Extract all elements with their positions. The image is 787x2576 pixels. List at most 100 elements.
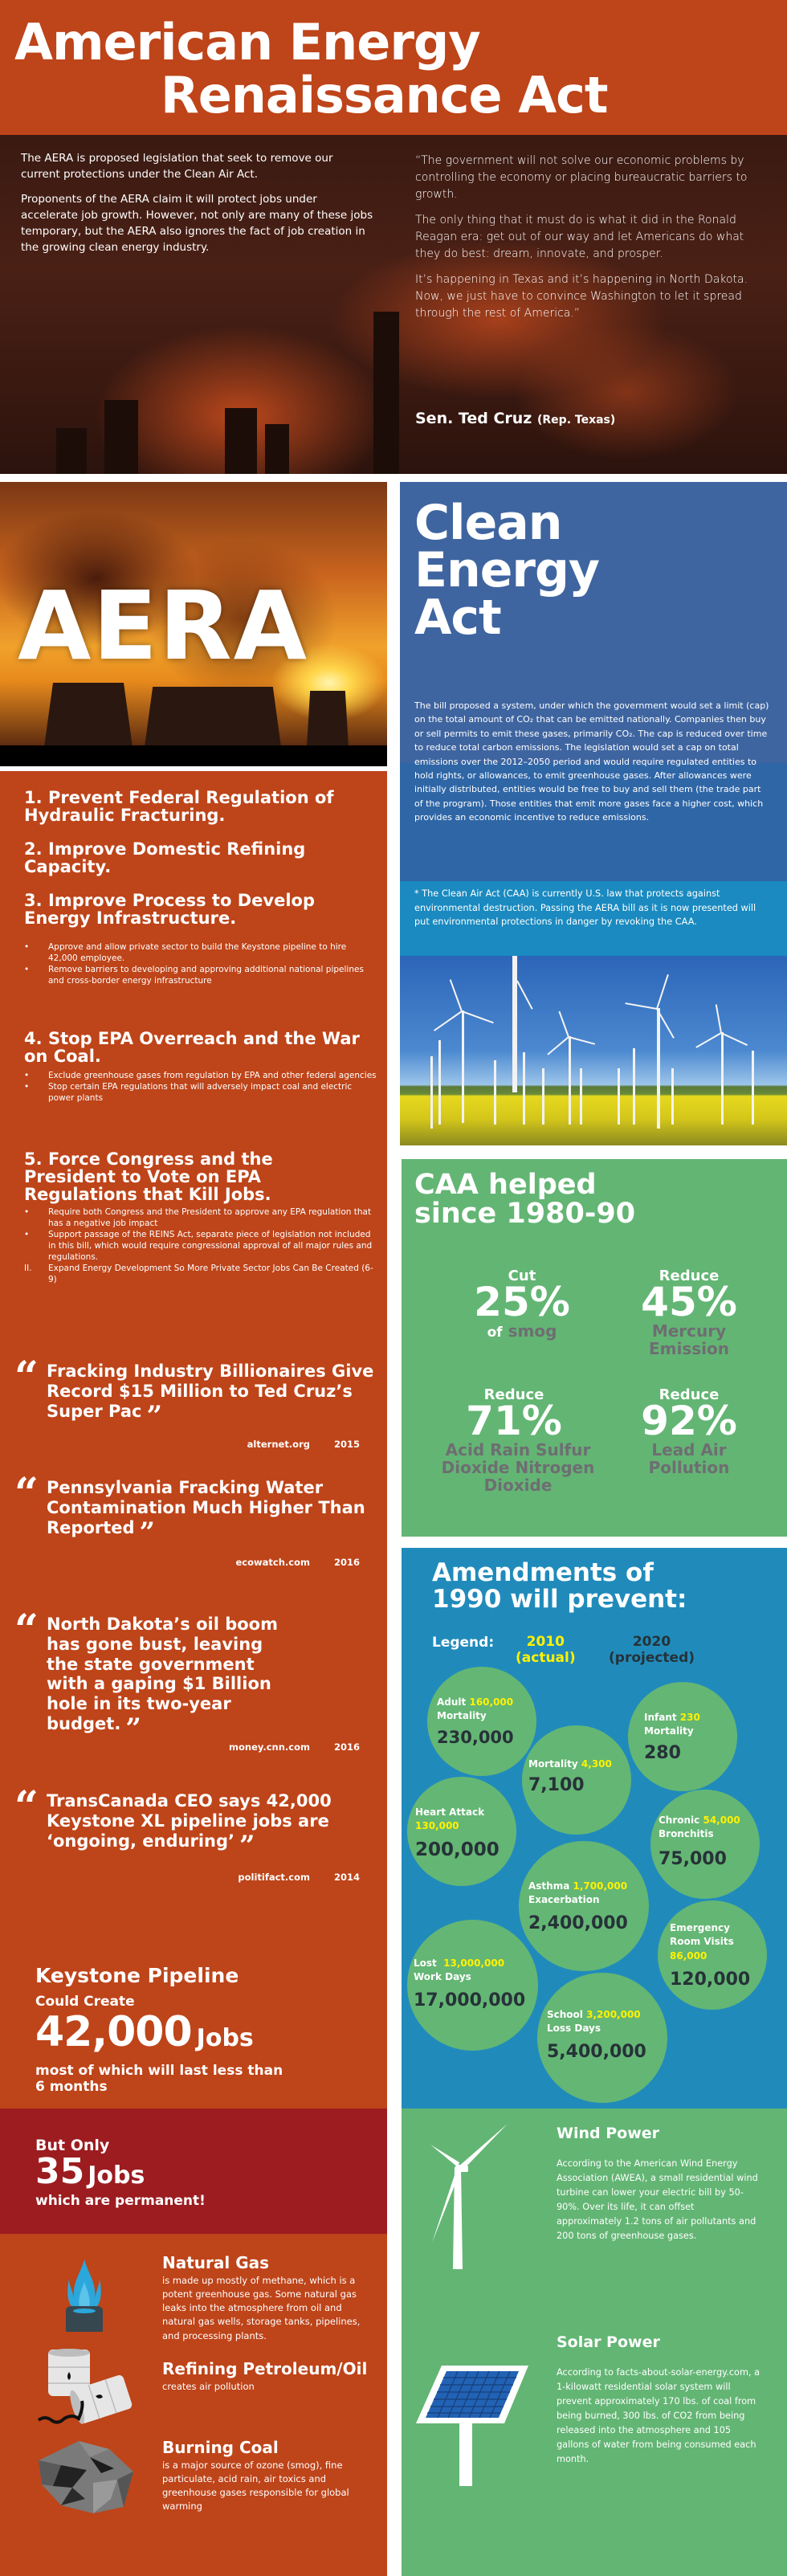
wind-farm-photo (400, 956, 787, 1145)
clean-energy-title: Clean Energy Act (414, 495, 600, 646)
natural-gas-title: Natural Gas (162, 2253, 270, 2272)
quote-paragraph: The only thing that it must do is what i… (415, 214, 744, 260)
refining-item: Refining Petroleum/Oil creates air pollu… (162, 2359, 371, 2394)
open-quote-icon: “ (14, 1782, 39, 1831)
smokestack-photo-background (0, 135, 787, 474)
keystone-jobs-number: 42,000 Jobs (35, 2008, 254, 2056)
aera-point-3-bullets: • Approve and allow private sector to bui… (24, 941, 377, 986)
stat-mercury: Reduce 45% Mercury Emission (641, 1268, 737, 1358)
aera-points-panel: 1. Prevent Federal Regulation of Hydrauli… (0, 766, 387, 2109)
coal-text: is a major source of ozone (smog), fine … (162, 2459, 349, 2513)
quote-paragraph: It’s happening in Texas and it’s happeni… (415, 273, 748, 320)
smokestack-shape (56, 428, 87, 474)
stat-acid-rain: Reduce 71% Acid Rain Sulfur Dioxide Nitr… (441, 1386, 595, 1495)
bullet-item: • Stop certain EPA regulations that will … (24, 1082, 353, 1104)
roman-item: II. Expand Energy Development So More Pri… (24, 1264, 373, 1285)
stat-smog: Cut 25% of smog (474, 1268, 570, 1341)
cooling-tower-shape (44, 683, 133, 747)
bubble-emergency-room: Emergency Room Visits 86,000 120,000 (658, 1900, 767, 2010)
open-quote-icon: “ (14, 1353, 39, 1402)
aera-point-5-bullets: • Require both Congress and the President… (24, 1206, 377, 1285)
quote-author: Sen. Ted Cruz (Rep. Texas) (415, 410, 615, 427)
aera-point-4: 4. Stop EPA Overreach and the War on Coal… (24, 1029, 360, 1067)
natural-gas-item: Natural Gas is made up mostly of methane… (162, 2253, 371, 2343)
close-quote-icon: ” (239, 1829, 255, 1862)
news-source: politifact.com 2014 (238, 1872, 360, 1883)
oil-barrel-icon (37, 2349, 133, 2424)
news-headline: Pennsylvania Fracking Water Contaminatio… (47, 1478, 365, 1537)
open-quote-icon: “ (14, 1606, 39, 1655)
solar-power-title: Solar Power (557, 2333, 660, 2351)
quote-author-name: Sen. Ted Cruz (415, 410, 532, 427)
page-title-line2: Renaissance Act (161, 66, 609, 125)
bubble-infant-mortality: Infant 230 Mortality 280 (628, 1682, 737, 1791)
wind-turbine-icon (430, 2124, 508, 2269)
wind-power-text: According to the American Wind Energy As… (557, 2158, 758, 2242)
gas-flame-icon (66, 2260, 103, 2332)
natural-gas-text: is made up mostly of methane, which is a… (162, 2274, 361, 2341)
permanent-jobs-number: 35 Jobs (35, 2151, 145, 2192)
aera-intro-text: The AERA is proposed legislation that se… (21, 151, 374, 265)
clean-energy-description: The bill proposed a system, under which … (414, 700, 769, 823)
legend-2020-projected: 2020 (projected) (609, 1634, 695, 1666)
news-quote: “ North Dakota’s oil boom has gone bust,… (14, 1610, 376, 1753)
news-headline: Fracking Industry Billionaires Give Reco… (47, 1361, 374, 1421)
aera-banner-text: AERA (18, 570, 309, 681)
caa-note-text: * The Clean Air Act (CAA) is currently U… (414, 888, 756, 927)
news-headline: TransCanada CEO says 42,000 Keystone XL … (47, 1791, 332, 1851)
coal-item: Burning Coal is a major source of ozone … (162, 2439, 371, 2514)
coal-icon (39, 2441, 133, 2513)
news-source: money.cnn.com 2016 (229, 1741, 360, 1753)
pollution-sources-panel: Natural Gas is made up mostly of methane… (0, 2234, 387, 2576)
news-source: alternet.org 2015 (247, 1439, 360, 1450)
news-quote: “ Pennsylvania Fracking Water Contaminat… (14, 1473, 376, 1569)
bullet-item: • Exclude greenhouse gases from regulatio… (24, 1071, 377, 1080)
close-quote-icon: ” (146, 1399, 163, 1432)
legend-2010-actual: 2010 (actual) (516, 1634, 576, 1666)
solar-power-text: According to facts-about-solar-energy.co… (557, 2367, 760, 2465)
smokestack-shape (265, 424, 289, 474)
caa-note-panel (400, 881, 787, 956)
refining-title: Refining Petroleum/Oil (162, 2359, 368, 2378)
coal-title: Burning Coal (162, 2438, 279, 2457)
page-title-line1: American Energy (14, 13, 481, 71)
bubble-lost-work-days: Lost 13,000,000 Work Days 17,000,000 (407, 1920, 538, 2051)
solar-panel-icon (416, 2366, 528, 2486)
news-source: ecowatch.com 2016 (235, 1557, 361, 1568)
close-quote-icon: ” (125, 1712, 141, 1745)
news-headline: North Dakota’s oil boom has gone bust, l… (47, 1615, 278, 1733)
smokestack-shape (104, 400, 138, 474)
cooling-tower-shape (307, 691, 349, 747)
aera-point-4-bullets: • Exclude greenhouse gases from regulatio… (24, 1070, 377, 1104)
quote-author-note: (Rep. Texas) (537, 414, 616, 427)
news-quote: “ TransCanada CEO says 42,000 Keystone X… (14, 1786, 376, 1884)
keystone-subtitle: Could Create (35, 1994, 135, 2010)
aera-point-5: 5. Force Congress and the President to Vo… (24, 1149, 273, 1205)
permanent-jobs-caption: which are permanent! (35, 2193, 206, 2209)
keystone-caption: most of which will last less than 6 mont… (35, 2063, 283, 2096)
bubble-heart-attack: Heart Attack 130,000 200,000 (407, 1777, 516, 1886)
smokestack-shape (225, 408, 257, 474)
caa-title: CAA helped since 1980-90 (414, 1169, 636, 1230)
power-plant-sunset-image (0, 482, 387, 747)
amendments-title: Amendments of 1990 will prevent: (432, 1558, 687, 1614)
refining-text: creates air pollution (162, 2380, 255, 2392)
bubble-adult-mortality: Adult 160,000 Mortality 230,000 (427, 1667, 536, 1776)
cruz-quote: “The government will not solve our econo… (415, 153, 760, 331)
renewables-panel (402, 2109, 787, 2576)
smokestack-shape (373, 312, 399, 474)
permanent-jobs-panel (0, 2109, 387, 2234)
bullet-item: • Require both Congress and the President… (24, 1207, 372, 1229)
aera-point-3: 3. Improve Process to Develop Energy Infr… (24, 891, 315, 929)
quote-paragraph: “The government will not solve our econo… (415, 154, 748, 201)
stat-lead: Reduce 92% Lead Air Pollution (641, 1386, 737, 1477)
intro-paragraph: The AERA is proposed legislation that se… (21, 152, 333, 181)
bubble-school-loss-days: School 3,200,000 Loss Days 5,400,000 (537, 1973, 667, 2103)
caa-stats-panel (402, 1159, 787, 1537)
clean-energy-panel-lower (400, 763, 787, 884)
bubble-mortality: Mortality 4,300 7,100 (522, 1725, 631, 1835)
bubble-asthma: Asthma 1,700,000 Exacerbation 2,400,000 (519, 1841, 649, 1971)
close-quote-icon: ” (139, 1516, 156, 1549)
aera-point-2: 2. Improve Domestic Refining Capacity. (24, 839, 306, 877)
divider-bar (0, 745, 387, 766)
